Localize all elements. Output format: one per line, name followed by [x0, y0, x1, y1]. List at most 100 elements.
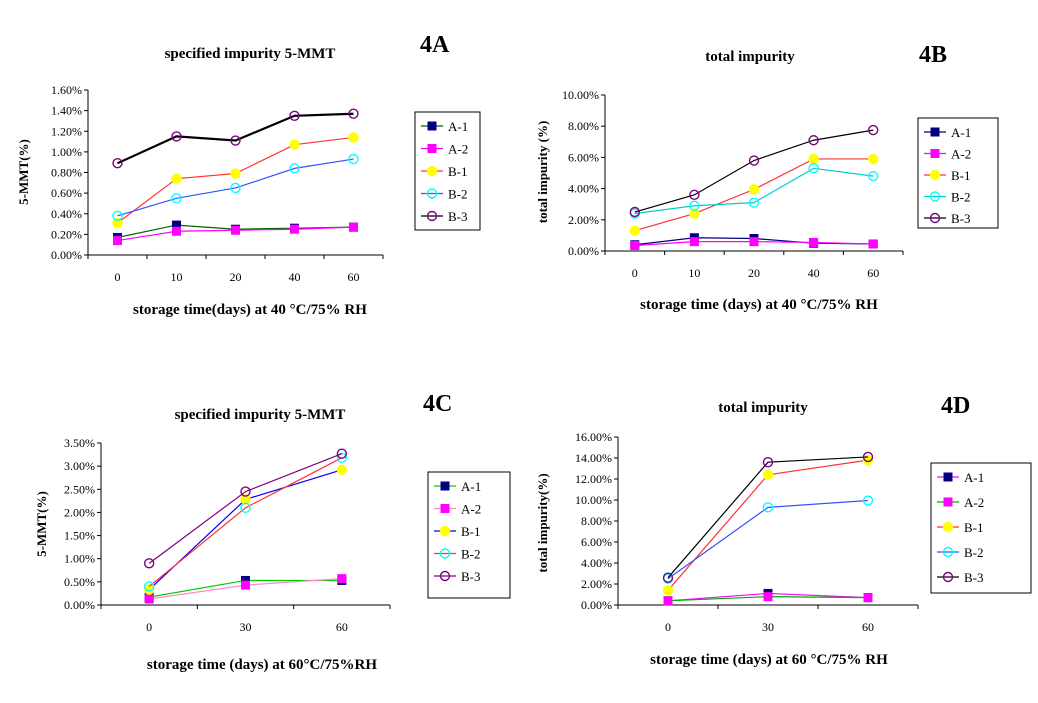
series-line-b-3 [667, 456, 869, 579]
data-point-b-3 [240, 486, 251, 497]
legend-swatch-marker-b-2 [426, 188, 438, 199]
chart-title: total impurity [705, 49, 795, 65]
legend-swatch-marker-a-1 [440, 481, 450, 491]
legend-label-a-2: A-2 [461, 502, 481, 517]
legend-swatch-marker-a-2 [427, 144, 437, 153]
x-axis-label: storage time (days) at 40 °C/75% RH [640, 297, 878, 313]
data-point-a-2 [172, 226, 181, 236]
data-point-b-2 [348, 153, 359, 165]
series-line-b-2 [117, 158, 354, 217]
panel-tag: 4B [919, 42, 947, 68]
legend-swatch-marker-b-1 [929, 169, 941, 181]
legend-swatch-marker-b-1 [942, 521, 954, 533]
x-tick-label: 10 [688, 266, 700, 280]
data-point-b-1 [112, 217, 123, 229]
legend-label-b-3: B-3 [951, 211, 971, 226]
legend-swatch-marker-b-1 [439, 525, 451, 537]
x-tick-label: 0 [632, 266, 638, 280]
legend-label-b-1: B-1 [951, 168, 971, 183]
data-point-a-2 [630, 241, 640, 251]
y-tick-label: 2.50% [64, 482, 95, 496]
legend-label-b-3: B-3 [448, 209, 468, 224]
data-point-a-2 [349, 222, 358, 232]
chart-title: specified impurity 5-MMT [165, 46, 336, 62]
data-point-b-1 [868, 153, 879, 165]
chart-panel-4b: total impurity 4B storage time (days) at 4… [535, 42, 999, 313]
legend-swatch-marker-a-2 [440, 504, 450, 513]
x-tick-label: 30 [240, 620, 252, 634]
series-line-b-2 [667, 499, 869, 580]
y-tick-label: 1.00% [51, 145, 82, 159]
series-b-3 [143, 448, 348, 569]
data-point-b-3 [762, 456, 774, 468]
y-tick-label: 3.00% [64, 459, 95, 473]
legend-label-b-3: B-3 [461, 569, 481, 584]
series-line-b-1 [634, 158, 874, 232]
data-point-b-1 [862, 454, 874, 466]
y-tick-label: 0.40% [51, 207, 82, 221]
legend-swatch-marker-b-3 [942, 571, 954, 583]
data-point-a-2 [241, 580, 250, 590]
data-point-b-1 [289, 139, 300, 150]
data-point-a-2 [663, 596, 673, 606]
legend-swatch-marker-b-3 [929, 212, 941, 224]
y-tick-label: 2.00% [64, 505, 95, 519]
data-point-b-2 [862, 495, 874, 506]
series-line-b-3 [148, 453, 343, 564]
chart-panel-4a: specified impurity 5-MMT 4A storage time(d… [16, 32, 481, 318]
x-axis-label: storage time (days) at 60 °C/75% RH [650, 652, 888, 668]
legend: A-1 A-2 B-1 B-2 B-3 [414, 111, 481, 231]
y-tick-label: 1.40% [51, 104, 82, 118]
y-tick-label: 0.80% [51, 166, 82, 180]
series-line-b-3 [117, 112, 354, 165]
y-tick-label: 1.20% [51, 124, 82, 138]
legend-swatch-marker-b-1 [426, 165, 438, 177]
legend-label-a-2: A-2 [448, 142, 468, 157]
legend-swatch-marker-a-1 [943, 472, 953, 482]
x-tick-label: 0 [146, 620, 152, 634]
data-point-b-2 [230, 182, 241, 194]
series-b-2 [662, 495, 874, 584]
data-point-b-2 [748, 197, 760, 208]
data-point-b-2 [289, 163, 300, 174]
legend-label-b-2: B-2 [951, 190, 971, 205]
data-point-b-3 [868, 124, 879, 136]
data-point-b-3 [112, 158, 123, 169]
data-point-b-2 [762, 502, 774, 513]
series-a-2 [144, 574, 347, 604]
y-tick-label: 2.00% [568, 213, 599, 227]
x-tick-label: 0 [115, 270, 121, 284]
x-axis-label: storage time (days) at 60°C/75%RH [147, 657, 377, 673]
chart-title: specified impurity 5-MMT [175, 407, 346, 423]
legend-label-a-1: A-1 [461, 479, 481, 494]
legend-swatch-marker-a-1 [427, 121, 437, 131]
data-point-b-2 [336, 452, 348, 464]
x-tick-label: 10 [171, 270, 183, 284]
legend-swatch-marker-b-3 [439, 570, 451, 582]
legend-label-a-2: A-2 [951, 147, 971, 162]
series-line-b-2 [148, 457, 343, 587]
y-tick-label: 0.00% [64, 598, 95, 612]
series-a-2 [113, 222, 358, 246]
y-tick-label: 2.00% [581, 577, 612, 591]
panel-tag: 4D [941, 393, 970, 419]
y-tick-label: 0.20% [51, 227, 82, 241]
data-point-b-3 [143, 558, 155, 569]
x-tick-label: 60 [336, 620, 348, 634]
data-point-b-2 [868, 170, 879, 182]
x-tick-label: 20 [748, 266, 760, 280]
legend-swatch-marker-a-1 [930, 127, 940, 137]
x-tick-label: 0 [665, 620, 671, 634]
y-axis-label: total impurity(%) [535, 473, 550, 572]
series-a-2 [630, 237, 878, 251]
y-tick-label: 1.60% [51, 83, 82, 97]
legend-label-a-1: A-1 [951, 125, 971, 140]
legend-label-b-3: B-3 [964, 570, 984, 585]
panel-tag: 4C [423, 391, 452, 417]
x-tick-label: 20 [230, 270, 242, 284]
chart-title: total impurity [718, 400, 808, 416]
y-tick-label: 0.00% [51, 248, 82, 262]
data-point-b-1 [762, 469, 774, 481]
x-tick-label: 40 [289, 270, 301, 284]
data-point-a-2 [868, 239, 878, 249]
